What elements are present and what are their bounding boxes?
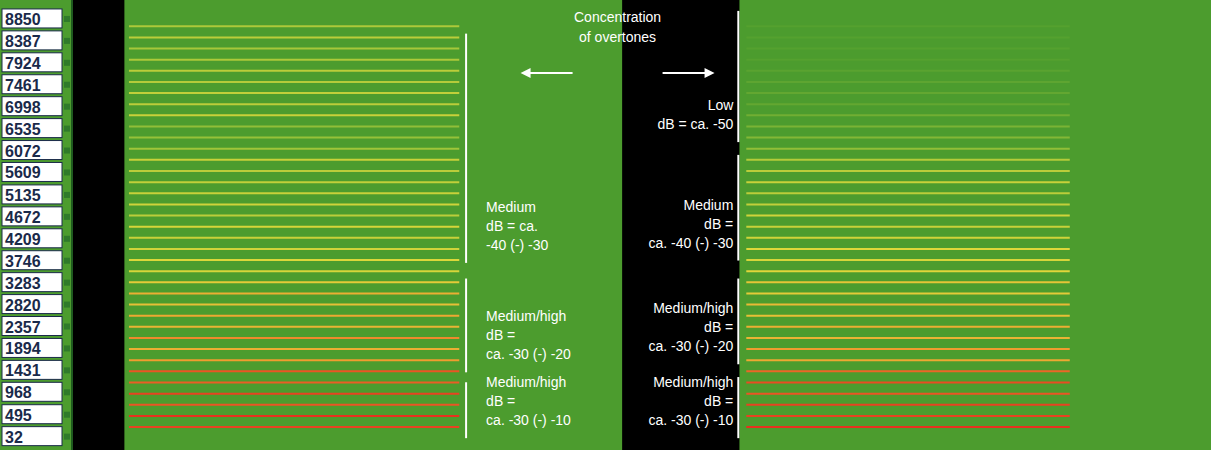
svg-text:968: 968 <box>5 384 32 401</box>
svg-text:Medium/high: Medium/high <box>486 374 566 390</box>
svg-text:1431: 1431 <box>5 362 41 379</box>
svg-text:5609: 5609 <box>5 164 41 181</box>
svg-text:4672: 4672 <box>5 209 41 226</box>
svg-text:2820: 2820 <box>5 297 41 314</box>
svg-text:7924: 7924 <box>5 55 41 72</box>
svg-text:Medium/high: Medium/high <box>653 300 733 316</box>
svg-text:dB =: dB = <box>486 393 515 409</box>
svg-text:3283: 3283 <box>5 275 41 292</box>
svg-text:6998: 6998 <box>5 99 41 116</box>
svg-text:Concentration: Concentration <box>574 9 661 25</box>
svg-text:1894: 1894 <box>5 340 41 357</box>
svg-text:Medium/high: Medium/high <box>486 308 566 324</box>
svg-text:6072: 6072 <box>5 143 41 160</box>
svg-text:ca. -30 (-) -10: ca. -30 (-) -10 <box>486 412 571 428</box>
svg-text:ca. -30 (-) -20: ca. -30 (-) -20 <box>649 338 734 354</box>
svg-text:of overtones: of overtones <box>579 29 656 45</box>
svg-text:-40 (-) -30: -40 (-) -30 <box>486 237 548 253</box>
svg-text:ca. -40 (-) -30: ca. -40 (-) -30 <box>649 235 734 251</box>
svg-text:8387: 8387 <box>5 33 41 50</box>
svg-text:Medium: Medium <box>684 197 734 213</box>
svg-text:Medium/high: Medium/high <box>653 374 733 390</box>
svg-text:6535: 6535 <box>5 121 41 138</box>
svg-text:dB =: dB = <box>486 327 515 343</box>
svg-text:dB = ca.: dB = ca. <box>486 218 538 234</box>
svg-text:3746: 3746 <box>5 253 41 270</box>
svg-text:dB =: dB = <box>704 216 733 232</box>
svg-text:Low: Low <box>708 97 735 113</box>
svg-text:dB =: dB = <box>704 393 733 409</box>
svg-text:4209: 4209 <box>5 231 41 248</box>
svg-text:ca. -30 (-) -10: ca. -30 (-) -10 <box>649 412 734 428</box>
svg-text:dB = ca. -50: dB = ca. -50 <box>657 116 733 132</box>
svg-text:8850: 8850 <box>5 11 41 28</box>
svg-text:ca. -30 (-) -20: ca. -30 (-) -20 <box>486 346 571 362</box>
svg-text:5135: 5135 <box>5 187 41 204</box>
svg-text:7461: 7461 <box>5 77 41 94</box>
svg-text:2357: 2357 <box>5 319 41 336</box>
svg-text:dB =: dB = <box>704 319 733 335</box>
svg-text:32: 32 <box>5 429 23 446</box>
svg-text:495: 495 <box>5 407 32 424</box>
svg-text:Medium: Medium <box>486 199 536 215</box>
